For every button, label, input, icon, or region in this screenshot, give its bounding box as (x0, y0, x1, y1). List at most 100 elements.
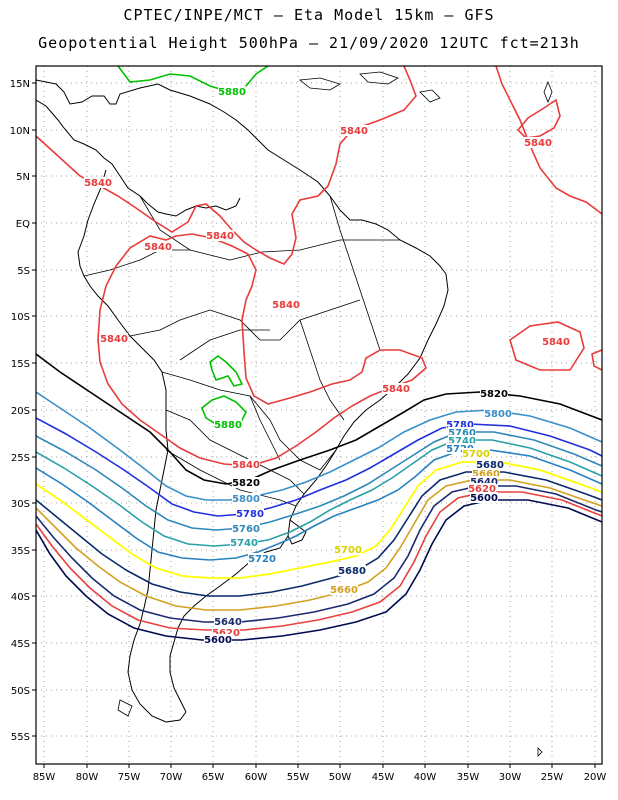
contour-label-bg (144, 241, 172, 252)
contour-5880-north (117, 66, 269, 93)
contour-label: 5700 (334, 545, 362, 556)
lon-tick-label: 25W (541, 772, 564, 783)
contour-label: 5840 (542, 337, 570, 348)
lat-tick-label: 5S (17, 266, 30, 277)
contour-label-bg (542, 336, 570, 347)
contour-5720 (36, 449, 602, 561)
contour-label-bg (338, 565, 366, 576)
map-frame (35, 65, 603, 765)
lon-tick-label: 80W (76, 772, 99, 783)
contour-label-bg (214, 616, 242, 627)
lat-tick-label: 15S (11, 359, 30, 370)
chart-subtitle: Geopotential Height 500hPa – 21/09/2020 … (38, 34, 580, 52)
contour-label-bg (468, 483, 496, 494)
lat-tick-label: 50S (11, 686, 30, 697)
lat-tick-label: 25S (11, 453, 30, 464)
contour-5840-blob (509, 321, 585, 371)
contour-5840-east (495, 66, 602, 215)
contour-5780 (36, 417, 602, 517)
contour-label: 5840 (100, 334, 128, 345)
contour-label-bg (334, 544, 362, 555)
lat-tick-label: 35S (11, 546, 30, 557)
contour-label-bg (448, 427, 476, 438)
lon-tick-label: 70W (160, 772, 183, 783)
contour-label-bg (382, 383, 410, 394)
lat-tick-label: 15N (10, 79, 30, 90)
contour-5800 (36, 391, 602, 501)
lon-tick-label: 55W (287, 772, 310, 783)
contour-label-bg (470, 492, 498, 503)
lon-tick-label: 85W (33, 772, 56, 783)
contour-5880-bolivia (209, 355, 244, 387)
contour-label-bg (446, 419, 474, 430)
contour-label: 5880 (214, 420, 242, 431)
lon-tick-label: 40W (414, 772, 437, 783)
contour-label: 5720 (446, 444, 474, 455)
lon-tick-label: 20W (584, 772, 607, 783)
contour-label: 5740 (448, 436, 476, 447)
contour-label: 5840 (340, 126, 368, 137)
contour-label: 5640 (214, 617, 242, 628)
contour-labels: 5880 5880 5840 5840 5840 5840 5840 5840 5840 5840… (84, 86, 570, 646)
lon-tick-label: 35W (457, 772, 480, 783)
contour-label-bg (236, 508, 264, 519)
contour-label: 5660 (330, 585, 358, 596)
contour-label: 5720 (248, 554, 276, 565)
contour-label-bg (206, 230, 234, 241)
lon-tick-label: 60W (245, 772, 268, 783)
contour-label: 5660 (472, 469, 500, 480)
contour-5880-paraguay (201, 395, 247, 429)
contour-label: 5600 (470, 493, 498, 504)
contour-label: 5680 (338, 566, 366, 577)
lat-tick-label: EQ (16, 219, 30, 230)
contour-label-bg (470, 476, 498, 487)
contour-label-bg (272, 299, 300, 310)
contour-label-bg (446, 443, 474, 454)
contour-label-bg (340, 125, 368, 136)
contour-label: 5640 (470, 477, 498, 488)
contour-label-bg (524, 137, 552, 148)
contour-label: 5840 (144, 242, 172, 253)
lat-tick-label: 10N (10, 126, 30, 137)
contour-label-bg (230, 537, 258, 548)
lon-tick-label: 45W (372, 772, 395, 783)
contour-lines (36, 66, 602, 641)
contour-label-bg (218, 86, 246, 97)
contour-label-bg (100, 333, 128, 344)
contour-5700 (36, 461, 602, 579)
rio-de-la-plata (287, 519, 307, 545)
contour-label-bg (232, 477, 260, 488)
south-america-west-coast (77, 169, 187, 723)
contour-label: 5800 (484, 409, 512, 420)
contour-label: 5700 (462, 449, 490, 460)
contour-label: 5840 (206, 231, 234, 242)
contour-label: 5840 (232, 460, 260, 471)
contour-label: 5780 (446, 420, 474, 431)
contour-label: 5620 (212, 628, 240, 639)
contour-label: 5840 (524, 138, 552, 149)
islands (117, 71, 553, 757)
contour-label-bg (232, 493, 260, 504)
contour-label-bg (232, 523, 260, 534)
contour-label-bg (232, 459, 260, 470)
contour-label: 5620 (468, 484, 496, 495)
contour-label-bg (476, 459, 504, 470)
contour-label-bg (248, 553, 276, 564)
contour-label: 5840 (272, 300, 300, 311)
contour-5840-right-edge (591, 349, 602, 371)
contour-label-bg (84, 177, 112, 188)
contour-label-bg (214, 419, 242, 430)
contour-label-bg (448, 435, 476, 446)
contour-label: 5600 (204, 635, 232, 646)
contour-label: 5880 (218, 87, 246, 98)
lat-tick-label: 40S (11, 592, 30, 603)
contour-label-bg (484, 408, 512, 419)
contour-label-bg (330, 584, 358, 595)
lon-tick-label: 30W (499, 772, 522, 783)
contour-label-bg (212, 627, 240, 638)
central-america-coast (36, 99, 241, 217)
lat-tick-label: 10S (11, 312, 30, 323)
contour-5820 (36, 353, 602, 485)
contour-5840-west-loop (97, 233, 427, 467)
lat-tick-label: 20S (11, 406, 30, 417)
